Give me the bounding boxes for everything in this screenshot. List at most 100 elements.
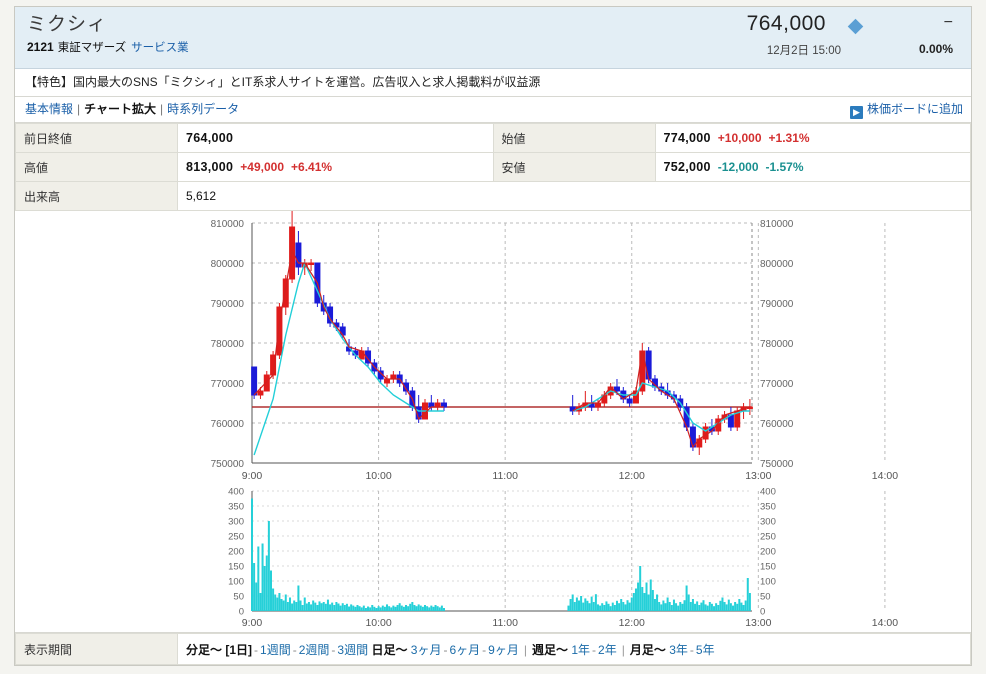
svg-text:810000: 810000 bbox=[760, 219, 794, 230]
svg-text:760000: 760000 bbox=[211, 419, 245, 430]
group-month: 月足〜 bbox=[629, 642, 666, 657]
dash: - bbox=[331, 642, 336, 657]
dash: - bbox=[292, 642, 297, 657]
period-9month[interactable]: 9ヶ月 bbox=[488, 642, 519, 657]
value-high: 813,000 +49,000 +6.41% bbox=[177, 152, 494, 182]
stock-identity: ミクシィ 2121 東証マザーズ サービス業 bbox=[27, 11, 189, 56]
period-2week[interactable]: 2週間 bbox=[298, 642, 330, 657]
intraday-chart[interactable]: 750000 750000 760000 760000 770000 770000 7800… bbox=[15, 211, 971, 635]
table-row: 前日終値 764,000 始値 774,000 +10,000 +1.31% bbox=[15, 123, 971, 153]
add-to-board-label: 株価ボードに追加 bbox=[866, 102, 963, 116]
nav-chart-expand[interactable]: チャート拡大 bbox=[84, 102, 157, 116]
period-2year[interactable]: 2年 bbox=[598, 642, 617, 657]
table-row: 出来高 5,612 bbox=[15, 181, 971, 211]
pipe: | bbox=[523, 642, 527, 657]
label-low: 安値 bbox=[492, 152, 656, 182]
svg-text:150: 150 bbox=[760, 562, 776, 573]
group-minute: 分足〜 bbox=[186, 642, 223, 657]
svg-text:150: 150 bbox=[228, 562, 244, 573]
period-selector-bar: 表示期間 分足〜 [1日] -1週間 -2週間 -3週間 日足〜 3ヶ月 -6ヶ月 -9ヶ… bbox=[15, 632, 971, 665]
svg-text:780000: 780000 bbox=[211, 339, 245, 350]
svg-text:770000: 770000 bbox=[760, 379, 794, 390]
low-pct: -1.57% bbox=[765, 160, 804, 174]
low-value: 752,000 bbox=[663, 160, 711, 174]
svg-text:400: 400 bbox=[228, 487, 244, 498]
svg-text:800000: 800000 bbox=[211, 259, 245, 270]
add-to-board-button[interactable]: ▶ 株価ボードに追加 bbox=[849, 100, 963, 119]
value-prev-close: 764,000 bbox=[177, 123, 494, 153]
svg-text:12:00: 12:00 bbox=[619, 617, 645, 629]
table-row: 高値 813,000 +49,000 +6.41% 安値 752,000 -12,00… bbox=[15, 152, 971, 182]
company-meta: 2121 東証マザーズ サービス業 bbox=[27, 39, 189, 56]
svg-text:200: 200 bbox=[760, 547, 776, 558]
svg-text:10:00: 10:00 bbox=[365, 617, 391, 629]
svg-text:750000: 750000 bbox=[760, 459, 794, 470]
price-row-main: 764,000 − bbox=[631, 12, 961, 42]
svg-text:200: 200 bbox=[228, 547, 244, 558]
svg-text:100: 100 bbox=[228, 577, 244, 588]
low-diff: -12,000 bbox=[717, 160, 759, 174]
label-open: 始値 bbox=[492, 123, 656, 153]
period-3year[interactable]: 3年 bbox=[669, 642, 688, 657]
svg-text:790000: 790000 bbox=[760, 299, 794, 310]
table-row: 表示期間 分足〜 [1日] -1週間 -2週間 -3週間 日足〜 3ヶ月 -6ヶ月 -9ヶ… bbox=[15, 633, 971, 665]
chart-area: 750000 750000 760000 760000 770000 770000 7800… bbox=[15, 211, 971, 636]
svg-text:100: 100 bbox=[760, 577, 776, 588]
open-value: 774,000 bbox=[663, 131, 711, 145]
value-open: 774,000 +10,000 +1.31% bbox=[654, 123, 971, 153]
svg-text:790000: 790000 bbox=[211, 299, 245, 310]
period-label: 表示期間 bbox=[15, 633, 178, 665]
label-high: 高値 bbox=[15, 152, 178, 182]
price-row-sub: 12月2日 15:00 0.00% bbox=[631, 42, 961, 60]
company-feature-text: 【特色】国内最大のSNS「ミクシィ」とIT系求人サイトを運営。広告収入と求人掲載… bbox=[15, 69, 971, 97]
nav-basic-info[interactable]: 基本情報 bbox=[25, 102, 74, 116]
dash: - bbox=[443, 642, 448, 657]
label-volume: 出来高 bbox=[15, 181, 178, 211]
price-block: 764,000 − 12月2日 15:00 0.00% bbox=[631, 12, 961, 60]
svg-text:9:00: 9:00 bbox=[242, 470, 263, 482]
svg-text:11:00: 11:00 bbox=[492, 617, 518, 629]
quote-timestamp: 12月2日 15:00 bbox=[766, 45, 841, 57]
svg-text:50: 50 bbox=[233, 592, 244, 603]
high-value: 813,000 bbox=[186, 160, 234, 174]
period-options: 分足〜 [1日] -1週間 -2週間 -3週間 日足〜 3ヶ月 -6ヶ月 -9ヶ月 | 週足〜… bbox=[177, 633, 971, 665]
company-name: ミクシィ bbox=[27, 14, 108, 35]
period-1year[interactable]: 1年 bbox=[571, 642, 591, 657]
svg-text:0: 0 bbox=[239, 607, 244, 618]
open-diff: +10,000 bbox=[717, 131, 762, 145]
svg-text:50: 50 bbox=[760, 592, 771, 603]
dash: - bbox=[689, 642, 694, 657]
period-3week[interactable]: 3週間 bbox=[337, 642, 369, 657]
period-table: 表示期間 分足〜 [1日] -1週間 -2週間 -3週間 日足〜 3ヶ月 -6ヶ月 -9ヶ… bbox=[15, 633, 971, 665]
period-3month[interactable]: 3ヶ月 bbox=[410, 642, 442, 657]
svg-text:0: 0 bbox=[760, 607, 765, 618]
svg-text:13:00: 13:00 bbox=[745, 617, 771, 629]
nav-links: 基本情報 | チャート拡大 | 時系列データ bbox=[25, 97, 239, 122]
content-frame: ミクシィ 2121 東証マザーズ サービス業 764,000 − 12月2日 15:… bbox=[14, 6, 972, 666]
high-diff: +49,000 bbox=[240, 160, 285, 174]
nav-timeseries[interactable]: 時系列データ bbox=[167, 102, 240, 116]
add-arrow-icon: ▶ bbox=[849, 106, 863, 119]
open-pct: +1.31% bbox=[768, 131, 810, 145]
period-5year[interactable]: 5年 bbox=[695, 642, 715, 657]
svg-text:300: 300 bbox=[228, 517, 244, 528]
dash: - bbox=[254, 642, 259, 657]
value-volume: 5,612 bbox=[177, 181, 971, 211]
nav-separator-1: | bbox=[77, 102, 81, 116]
svg-text:13:00: 13:00 bbox=[745, 470, 771, 482]
svg-text:400: 400 bbox=[760, 487, 776, 498]
svg-text:14:00: 14:00 bbox=[872, 470, 898, 482]
svg-text:300: 300 bbox=[760, 517, 776, 528]
dash: - bbox=[482, 642, 487, 657]
pipe: | bbox=[621, 642, 625, 657]
svg-text:760000: 760000 bbox=[760, 419, 794, 430]
period-6month[interactable]: 6ヶ月 bbox=[449, 642, 481, 657]
stock-code: 2121 bbox=[27, 40, 54, 54]
sector-link[interactable]: サービス業 bbox=[131, 42, 189, 54]
svg-text:750000: 750000 bbox=[211, 459, 245, 470]
svg-text:770000: 770000 bbox=[211, 379, 245, 390]
svg-text:12:00: 12:00 bbox=[619, 470, 645, 482]
svg-text:14:00: 14:00 bbox=[872, 617, 898, 629]
period-1week[interactable]: 1週間 bbox=[260, 642, 291, 657]
